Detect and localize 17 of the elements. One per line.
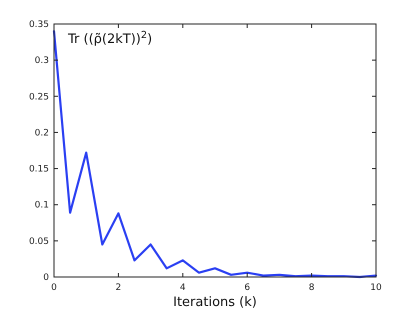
y-tick-label: 0.3: [34, 56, 49, 66]
y-tick-label: 0.25: [28, 92, 49, 102]
y-tick-label: 0.2: [34, 128, 49, 138]
x-tick-label: 8: [308, 283, 315, 293]
x-tick-label: 10: [370, 283, 382, 293]
x-tick-label: 2: [116, 283, 122, 293]
y-tick-label: 0.35: [28, 20, 49, 30]
x-tick-label: 4: [180, 283, 186, 293]
x-tick-label: 6: [244, 283, 250, 293]
x-axis-title: Iterations (k): [173, 295, 257, 310]
y-tick-label: 0: [43, 273, 50, 283]
y-tick-label: 0.05: [28, 236, 49, 247]
y-tick-label: 0.15: [28, 164, 49, 175]
y-tick-label: 0.1: [34, 200, 49, 211]
line-series: [52, 30, 378, 278]
text: Tr ((ρ̃(2kT))$^{2}$): [67, 30, 152, 47]
x-tick-label: 0: [51, 283, 58, 293]
